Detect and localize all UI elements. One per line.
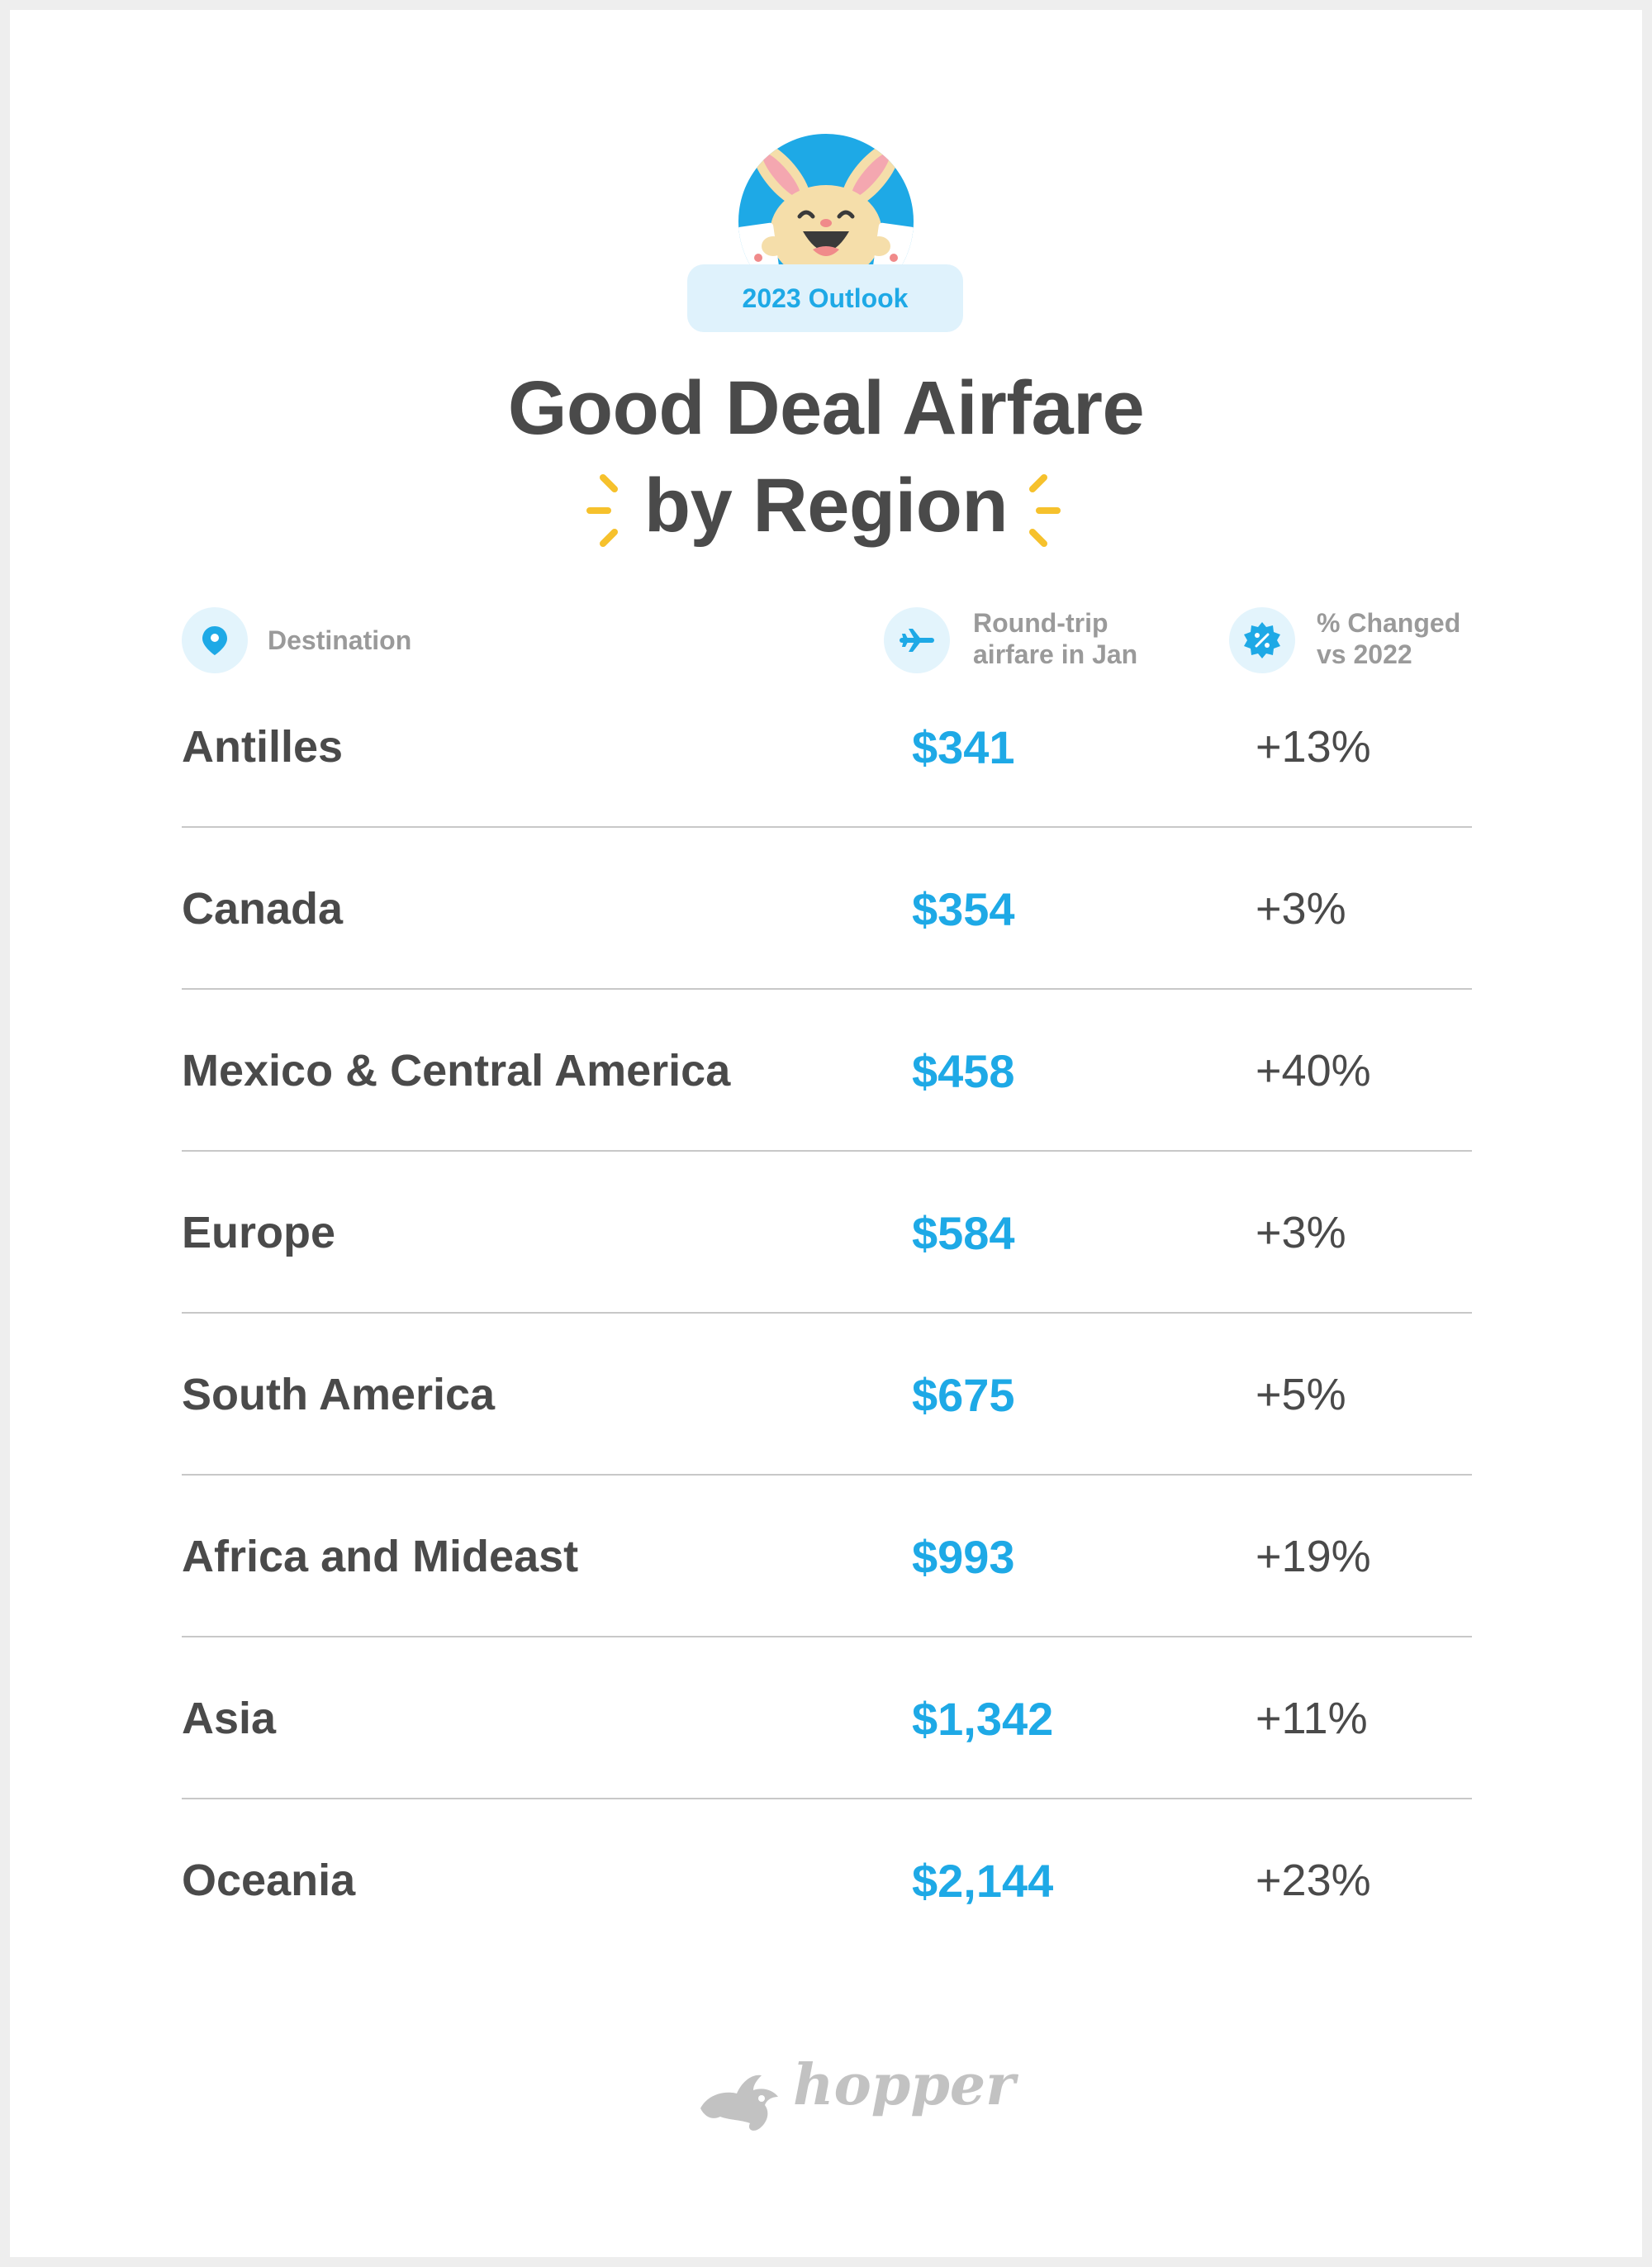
header-airfare: Round-trip airfare in Jan (973, 607, 1137, 670)
header-airfare-line1: Round-trip (973, 608, 1108, 638)
table-row: South America $675 +5% (182, 1314, 1472, 1476)
region-name: Mexico & Central America (182, 1046, 731, 1095)
header-airfare-line2: airfare in Jan (973, 639, 1138, 669)
location-pin-icon (182, 607, 248, 673)
header-change: % Changed vs 2022 (1317, 607, 1460, 670)
region-name: Europe (182, 1208, 336, 1257)
airfare-value: $341 (912, 720, 1015, 773)
percent-badge-icon (1229, 607, 1295, 673)
change-value: +13% (1256, 722, 1371, 772)
page-title-line1: Good Deal Airfare (507, 366, 1145, 450)
airfare-value: $675 (912, 1368, 1015, 1421)
region-name: Canada (182, 884, 344, 934)
region-name: Oceania (182, 1856, 356, 1905)
airfare-value: $993 (912, 1530, 1015, 1583)
row-divider (182, 1312, 1472, 1314)
row-divider (182, 826, 1472, 828)
change-value: +19% (1256, 1532, 1371, 1581)
change-value: +40% (1256, 1046, 1371, 1095)
header-change-line2: vs 2022 (1317, 639, 1412, 669)
region-name: Africa and Mideast (182, 1532, 579, 1581)
airfare-value: $458 (912, 1044, 1015, 1097)
region-name: Asia (182, 1694, 277, 1743)
change-value: +3% (1256, 884, 1346, 934)
region-name: Antilles (182, 722, 344, 772)
table-row: Asia $1,342 +11% (182, 1637, 1472, 1799)
change-value: +23% (1256, 1856, 1371, 1905)
row-divider (182, 1636, 1472, 1637)
table-row: Oceania $2,144 +23% (182, 1799, 1472, 1961)
row-divider (182, 1474, 1472, 1476)
bunny-mascot-icon (738, 134, 914, 274)
outlook-badge: 2023 Outlook (687, 264, 963, 332)
header-change-line1: % Changed (1317, 608, 1461, 638)
airfare-value: $354 (912, 882, 1015, 935)
hopper-logo-text: hopper (793, 2052, 1015, 2118)
airplane-icon (884, 607, 950, 673)
hopper-bunny-logo-icon (700, 2075, 778, 2131)
sparkle-left-icon (586, 474, 618, 547)
page-title-line2: by Region (643, 463, 1009, 548)
table-row: Africa and Mideast $993 +19% (182, 1476, 1472, 1637)
row-divider (182, 1150, 1472, 1152)
table-row: Europe $584 +3% (182, 1152, 1472, 1314)
row-divider (182, 1798, 1472, 1799)
table-row: Canada $354 +3% (182, 828, 1472, 990)
airfare-value: $584 (912, 1206, 1015, 1259)
row-divider (182, 988, 1472, 990)
region-name: South America (182, 1370, 496, 1419)
infographic-card (10, 10, 1642, 2257)
airfare-value: $2,144 (912, 1854, 1054, 1907)
change-value: +11% (1256, 1694, 1368, 1743)
table-row: Mexico & Central America $458 +40% (182, 990, 1472, 1152)
airfare-value: $1,342 (912, 1692, 1054, 1745)
change-value: +5% (1256, 1370, 1346, 1419)
change-value: +3% (1256, 1208, 1346, 1257)
sparkle-right-icon (1029, 474, 1061, 547)
table-row: Antilles $341 +13% (182, 666, 1472, 828)
header-destination: Destination (268, 625, 412, 655)
